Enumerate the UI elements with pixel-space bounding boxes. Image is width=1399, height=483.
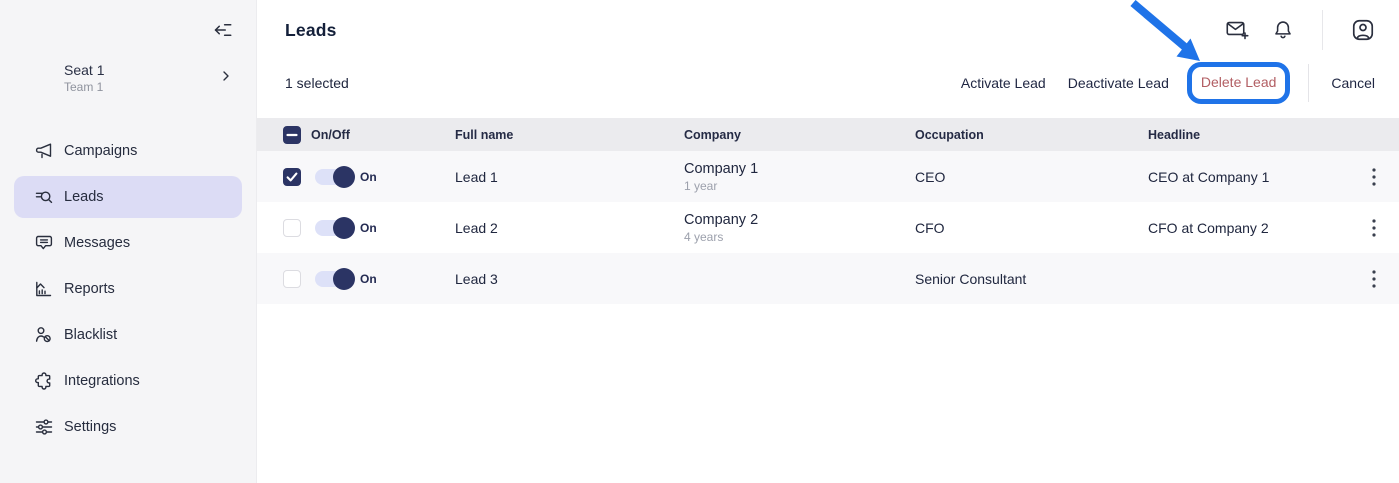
main-content: Leads <box>257 0 1399 483</box>
row-menu-icon[interactable] <box>1368 215 1380 241</box>
selected-count: 1 selected <box>285 74 349 91</box>
chart-icon <box>34 279 54 299</box>
sidebar-item-label: Blacklist <box>64 327 118 343</box>
action-bar-divider <box>1308 63 1310 102</box>
column-header-full-name: Full name <box>455 127 514 142</box>
cell-full-name: Lead 1 <box>455 168 498 185</box>
activate-lead-button[interactable]: Activate Lead <box>960 74 1046 91</box>
sidebar-item-label: Integrations <box>64 373 140 389</box>
sidebar-item-label: Messages <box>64 235 131 251</box>
notifications-icon[interactable] <box>1272 19 1294 41</box>
megaphone-icon <box>34 141 54 161</box>
cell-headline: CEO at Company 1 <box>1148 168 1270 185</box>
sidebar-nav: Campaigns Leads Messag <box>0 126 256 452</box>
header-divider <box>1322 10 1323 50</box>
table-header-row: On/Off Full name Company Occupation Head… <box>257 118 1399 151</box>
row-menu-icon[interactable] <box>1368 164 1380 190</box>
account-icon[interactable] <box>1351 18 1375 42</box>
cell-headline: CFO at Company 2 <box>1148 219 1269 236</box>
seat-subtitle: Team 1 <box>64 80 104 94</box>
sidebar-item-label: Leads <box>64 189 104 205</box>
chevron-right-icon <box>218 68 234 89</box>
cancel-button[interactable]: Cancel <box>1331 74 1375 91</box>
row-checkbox-unchecked[interactable] <box>283 218 301 237</box>
row-menu-icon[interactable] <box>1368 266 1380 292</box>
blocked-user-icon <box>34 325 54 345</box>
cell-occupation: CEO <box>915 168 946 185</box>
sidebar-item-label: Reports <box>64 281 115 297</box>
page-title: Leads <box>285 19 337 40</box>
sidebar-item-leads[interactable]: Leads <box>14 176 242 218</box>
seat-title: Seat 1 <box>64 62 105 78</box>
top-header: Leads <box>257 0 1399 60</box>
company-name: Company 2 <box>684 211 759 228</box>
on-off-toggle[interactable] <box>315 165 355 188</box>
delete-lead-button[interactable]: Delete Lead <box>1200 73 1277 90</box>
sidebar-item-label: Settings <box>64 419 117 435</box>
toggle-label: On <box>360 220 377 235</box>
lead-search-icon <box>34 187 54 207</box>
column-header-company: Company <box>684 127 741 142</box>
cell-full-name: Lead 2 <box>455 219 498 236</box>
column-header-occupation: Occupation <box>915 127 984 142</box>
company-duration: 1 year <box>684 178 718 193</box>
company-name: Company 1 <box>684 160 759 177</box>
toggle-label: On <box>360 169 377 184</box>
sliders-icon <box>34 417 54 437</box>
sidebar-item-integrations[interactable]: Integrations <box>14 360 242 402</box>
sidebar-item-blacklist[interactable]: Blacklist <box>14 314 242 356</box>
sidebar-item-settings[interactable]: Settings <box>14 406 242 448</box>
table-row: On Lead 2 Company 2 4 years CFO CFO at C… <box>257 202 1399 253</box>
seat-selector[interactable]: Seat 1 Team 1 <box>0 62 256 94</box>
on-off-toggle[interactable] <box>315 267 355 290</box>
sidebar-item-messages[interactable]: Messages <box>14 222 242 264</box>
sidebar-item-campaigns[interactable]: Campaigns <box>14 130 242 172</box>
row-checkbox-checked[interactable] <box>283 167 301 186</box>
cell-company <box>684 278 915 280</box>
selection-action-bar: 1 selected Activate Lead Deactivate Lead… <box>257 60 1399 105</box>
sidebar-item-label: Campaigns <box>64 143 138 159</box>
chat-bubble-icon <box>34 233 54 253</box>
leads-table: On/Off Full name Company Occupation Head… <box>257 118 1399 304</box>
sidebar-item-reports[interactable]: Reports <box>14 268 242 310</box>
puzzle-icon <box>34 371 54 391</box>
cell-full-name: Lead 3 <box>455 270 498 287</box>
company-duration: 4 years <box>684 229 724 244</box>
collapse-sidebar-icon[interactable] <box>212 19 234 46</box>
column-header-on-off: On/Off <box>311 127 350 142</box>
cell-company: Company 1 1 year <box>684 161 915 193</box>
table-row: On Lead 1 Company 1 1 year CEO CEO at Co… <box>257 151 1399 202</box>
cell-company: Company 2 4 years <box>684 212 915 244</box>
cell-occupation: CFO <box>915 219 945 236</box>
cell-occupation: Senior Consultant <box>915 270 1027 287</box>
sidebar: Seat 1 Team 1 Campaigns <box>0 0 257 483</box>
new-message-icon[interactable] <box>1225 18 1250 43</box>
annotation-highlight-box: Delete Lead <box>1186 61 1291 104</box>
row-checkbox-unchecked[interactable] <box>283 269 301 288</box>
toggle-label: On <box>360 271 377 286</box>
column-header-headline: Headline <box>1148 127 1201 142</box>
table-row: On Lead 3 Senior Consultant <box>257 253 1399 304</box>
deactivate-lead-button[interactable]: Deactivate Lead <box>1067 74 1169 91</box>
select-all-checkbox[interactable] <box>283 125 301 144</box>
on-off-toggle[interactable] <box>315 216 355 239</box>
